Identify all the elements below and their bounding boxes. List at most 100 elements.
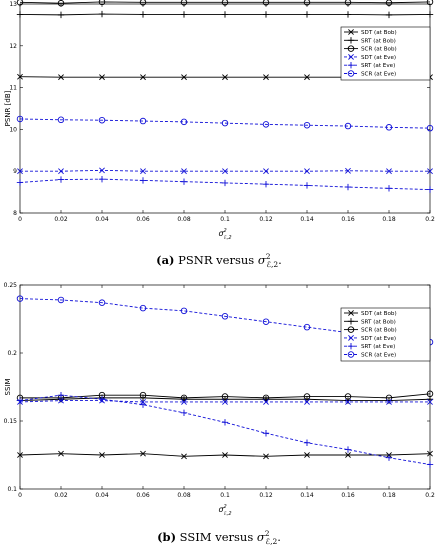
- data-point: [426, 461, 434, 468]
- data-point: [221, 179, 229, 187]
- legend-box: [340, 307, 431, 362]
- legend-label: SCR (at Bob): [361, 328, 397, 334]
- y-tick-label: 0.2: [7, 350, 17, 357]
- data-point: [181, 453, 187, 460]
- series-1: [17, 450, 433, 460]
- data-point: [139, 0, 147, 6]
- data-point: [304, 399, 310, 405]
- data-point: [16, 295, 24, 302]
- x-tick-label: 0.14: [300, 492, 314, 499]
- x-axis-superscript: 2: [224, 504, 227, 510]
- data-point: [180, 307, 188, 315]
- data-point: [57, 116, 65, 124]
- x-axis-subscript: ℰ,2: [224, 235, 232, 241]
- legend: SDT (at Bob) SRT (at Bob) SCR (at Bob) SDT …: [340, 26, 431, 81]
- data-point: [221, 0, 229, 6]
- data-point: [303, 439, 311, 446]
- x-tick-label: 0.02: [54, 216, 68, 223]
- data-point: [263, 453, 269, 460]
- data-point: [262, 394, 270, 402]
- data-point: [180, 118, 188, 126]
- data-point: [16, 11, 24, 18]
- data-point: [180, 394, 188, 402]
- data-point: [17, 168, 23, 175]
- x-tick-label: 0: [18, 216, 22, 223]
- x-tick-label: 0.18: [382, 492, 396, 499]
- y-tick-label: 13: [9, 1, 17, 8]
- legend-label: SCR (at Eve): [361, 72, 396, 78]
- data-point: [180, 11, 188, 18]
- y-tick-label: 9: [13, 168, 17, 175]
- data-point: [58, 74, 64, 81]
- data-point: [180, 178, 188, 185]
- x-tick-label: 0.16: [341, 492, 355, 499]
- x-axis-superscript: 2: [224, 228, 227, 234]
- data-point: [344, 122, 352, 130]
- data-point: [139, 401, 147, 408]
- caption-superscript: 2: [265, 529, 270, 538]
- data-point: [139, 117, 147, 125]
- legend-marker: [348, 53, 354, 60]
- data-point: [303, 323, 311, 331]
- data-point: [344, 393, 352, 400]
- legend-marker: [347, 343, 355, 350]
- data-point: [98, 10, 106, 18]
- data-point: [139, 391, 147, 399]
- x-axis-subscript: ℰ,2: [224, 511, 232, 517]
- data-point: [17, 452, 23, 458]
- caption-text: PSNR versus: [175, 253, 258, 267]
- legend-marker: [348, 29, 354, 35]
- data-point: [222, 74, 228, 81]
- chart-2: 0 0.02 0.04 0.06 0.08 0.1 0.12 0.14 0.16 0.18 0.20…: [4, 282, 435, 546]
- x-tick-label: 0.2: [425, 216, 435, 223]
- data-point: [58, 168, 64, 175]
- data-point: [98, 299, 106, 306]
- data-point: [303, 393, 311, 400]
- series-3: [16, 0, 434, 7]
- legend-label: SCR (at Eve): [361, 353, 396, 359]
- legend-label: SRT (at Bob): [361, 38, 396, 44]
- data-point: [98, 0, 106, 6]
- y-tick-label: 12: [9, 43, 17, 50]
- data-point: [303, 121, 311, 129]
- data-point: [386, 399, 392, 405]
- data-point: [99, 167, 105, 174]
- series-4: [17, 167, 433, 175]
- x-axis-symbol: σ: [218, 505, 224, 514]
- data-point: [426, 186, 434, 193]
- data-point: [386, 168, 392, 175]
- data-point: [344, 183, 352, 191]
- data-point: [344, 0, 352, 6]
- y-tick-label: 8: [13, 210, 17, 217]
- data-point: [181, 74, 187, 81]
- legend-label: SDT (at Eve): [361, 336, 396, 342]
- data-point: [427, 450, 433, 457]
- data-point: [303, 11, 311, 18]
- data-point: [304, 168, 310, 175]
- y-tick-label: 0.25: [4, 282, 18, 289]
- data-point: [57, 391, 65, 399]
- data-point: [16, 115, 24, 123]
- legend-marker: [347, 45, 355, 52]
- data-point: [16, 397, 24, 404]
- legend-marker: [347, 62, 355, 69]
- x-tick-label: 0.1: [220, 216, 230, 223]
- caption-subscript: ℰ,2: [266, 260, 278, 269]
- legend-label: SCR (at Bob): [361, 47, 397, 53]
- caption-tag: (b): [157, 530, 176, 544]
- x-tick-label: 0.02: [54, 492, 68, 499]
- x-tick-label: 0.08: [177, 216, 191, 223]
- chart-1: 0 0.02 0.04 0.06 0.08 0.1 0.12 0.14 0.16 0.18 0.2 8…: [4, 0, 435, 269]
- data-point: [222, 168, 228, 175]
- data-point: [263, 168, 269, 175]
- caption-text: SSIM versus: [176, 530, 257, 544]
- data-point: [344, 397, 352, 404]
- data-point: [426, 390, 434, 398]
- legend-label: SRT (at Eve): [361, 63, 395, 69]
- data-point: [222, 452, 228, 458]
- data-point: [385, 454, 393, 461]
- x-axis-label: σ2 ℰ,2: [218, 504, 231, 517]
- data-point: [304, 452, 310, 458]
- legend-marker: [347, 70, 355, 77]
- data-point: [427, 168, 433, 175]
